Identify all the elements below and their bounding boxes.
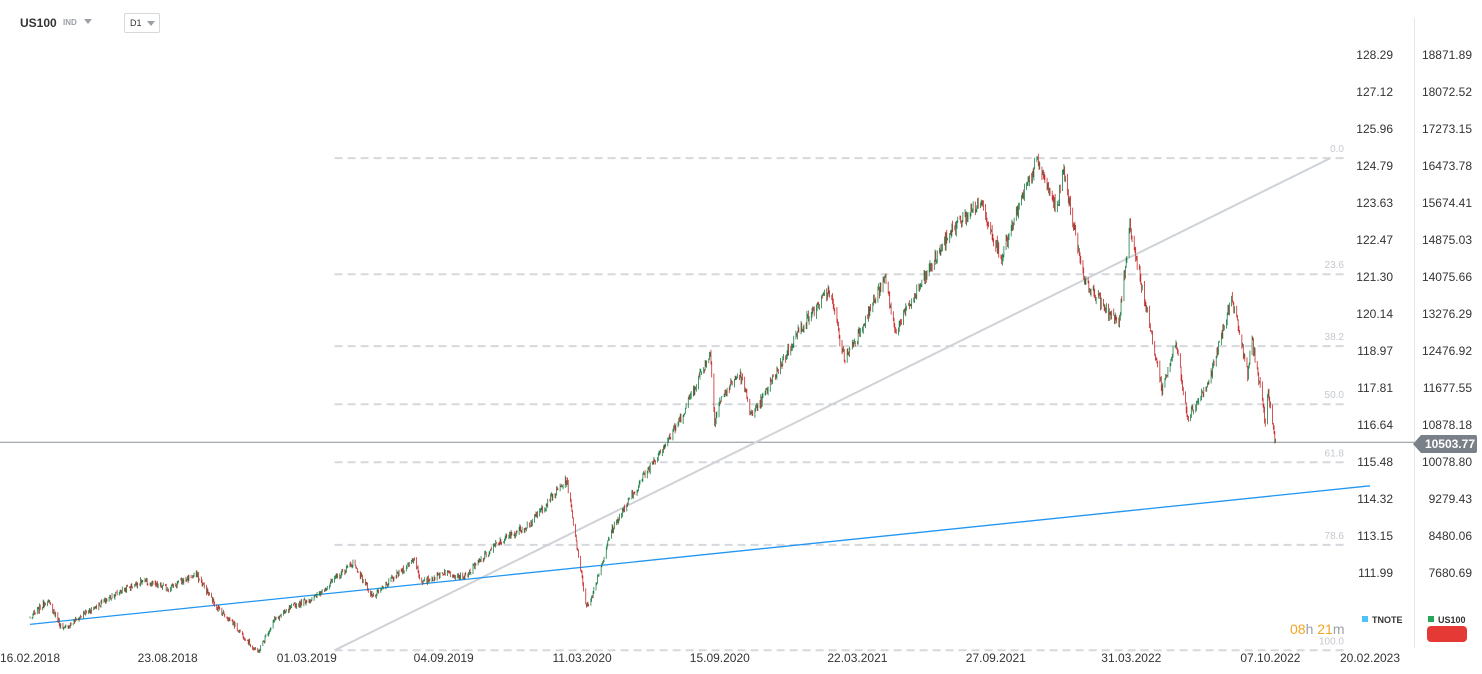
fib-level-label: 0.0	[1330, 144, 1344, 155]
right-axis-tick: 10878.18	[1422, 418, 1472, 432]
fib-level-label: 78.6	[1325, 531, 1345, 542]
countdown-hours-unit: h	[1305, 621, 1314, 637]
right-axis-tick: 17273.15	[1422, 122, 1472, 136]
left-axis-tick: 127.12	[1356, 85, 1393, 99]
right-axis-tick: 13276.29	[1422, 307, 1472, 321]
x-axis-tick: 01.03.2019	[277, 651, 337, 665]
x-axis-tick: 20.02.2023	[1340, 651, 1400, 665]
right-axis-tick: 12476.92	[1422, 344, 1472, 358]
left-axis-tick: 124.79	[1356, 159, 1393, 173]
left-axis-tick: 118.97	[1357, 344, 1393, 358]
sell-button[interactable]	[1427, 626, 1467, 642]
x-axis-tick: 04.09.2019	[414, 651, 474, 665]
left-axis-tick: 123.63	[1356, 196, 1393, 210]
left-axis-tick: 120.14	[1356, 307, 1393, 321]
countdown-hours: 08	[1290, 621, 1306, 637]
left-axis-tick: 121.30	[1356, 270, 1393, 284]
candle-countdown: 08h 21m	[1290, 621, 1345, 637]
left-axis-tick: 128.29	[1356, 48, 1393, 62]
left-axis-tick: 115.48	[1357, 455, 1393, 469]
x-axis-tick: 16.02.2018	[0, 651, 60, 665]
market-type: IND	[63, 18, 77, 27]
legend-tnote[interactable]: TNOTE	[1362, 615, 1403, 625]
tnote-swatch-icon	[1362, 616, 1368, 622]
x-axis-tick: 31.03.2022	[1101, 651, 1161, 665]
chart-toolbar: US100 IND D1	[0, 0, 1410, 44]
timeframe-label: D1	[130, 18, 142, 28]
left-axis-tick: 125.96	[1356, 122, 1393, 136]
legend-us100[interactable]: US100	[1428, 615, 1466, 625]
us100-swatch-icon	[1428, 616, 1434, 622]
symbol-dropdown-icon[interactable]	[84, 19, 92, 24]
axis-divider	[1414, 18, 1415, 648]
blue-trendline	[29, 485, 1371, 626]
fib-level-label: 38.2	[1325, 332, 1345, 343]
x-axis-tick: 27.09.2021	[966, 651, 1026, 665]
x-axis-tick: 15.09.2020	[690, 651, 750, 665]
fib-level-label: 61.8	[1325, 448, 1345, 459]
right-axis-tick: 9279.43	[1429, 492, 1473, 506]
left-axis-tick: 114.32	[1357, 492, 1393, 506]
legend-tnote-label: TNOTE	[1372, 615, 1403, 625]
fib-level-label: 50.0	[1325, 390, 1345, 401]
countdown-minutes: 21	[1317, 621, 1333, 637]
left-axis-tick: 117.81	[1357, 381, 1393, 395]
countdown-minutes-unit: m	[1332, 621, 1345, 637]
x-axis-tick: 22.03.2021	[827, 651, 887, 665]
gray-trendline	[334, 157, 1331, 652]
fib-level-label: 100.0	[1319, 636, 1344, 647]
right-axis-tick: 14075.66	[1422, 270, 1472, 284]
x-axis-tick: 23.08.2018	[138, 651, 198, 665]
right-axis-tick: 11677.55	[1423, 381, 1472, 395]
right-axis-tick: 18871.89	[1422, 48, 1472, 62]
right-axis-tick: 7680.69	[1429, 566, 1473, 580]
timeframe-dropdown-icon	[147, 21, 155, 26]
right-axis-tick: 10078.80	[1422, 455, 1472, 469]
right-axis-tick: 8480.06	[1429, 529, 1473, 543]
last-price-label: 10503.77	[1424, 437, 1475, 451]
right-axis-tick: 16473.78	[1422, 159, 1472, 173]
left-axis-tick: 111.99	[1358, 566, 1393, 580]
timeframe-select[interactable]: D1	[124, 13, 160, 33]
right-axis-tick: 14875.03	[1422, 233, 1472, 247]
x-axis-tick: 07.10.2022	[1240, 651, 1300, 665]
x-axis-tick: 11.03.2020	[553, 651, 612, 665]
left-axis-tick: 122.47	[1356, 233, 1393, 247]
last-price-badge: 10503.77	[1413, 435, 1477, 453]
right-axis-tick: 18072.52	[1422, 85, 1472, 99]
symbol-name[interactable]: US100	[20, 16, 57, 30]
fib-level-label: 23.6	[1325, 260, 1345, 271]
right-axis-tick: 15674.41	[1422, 196, 1472, 210]
left-axis-tick: 116.64	[1357, 418, 1393, 432]
left-axis-tick: 113.15	[1357, 529, 1393, 543]
legend-us100-label: US100	[1438, 615, 1466, 625]
